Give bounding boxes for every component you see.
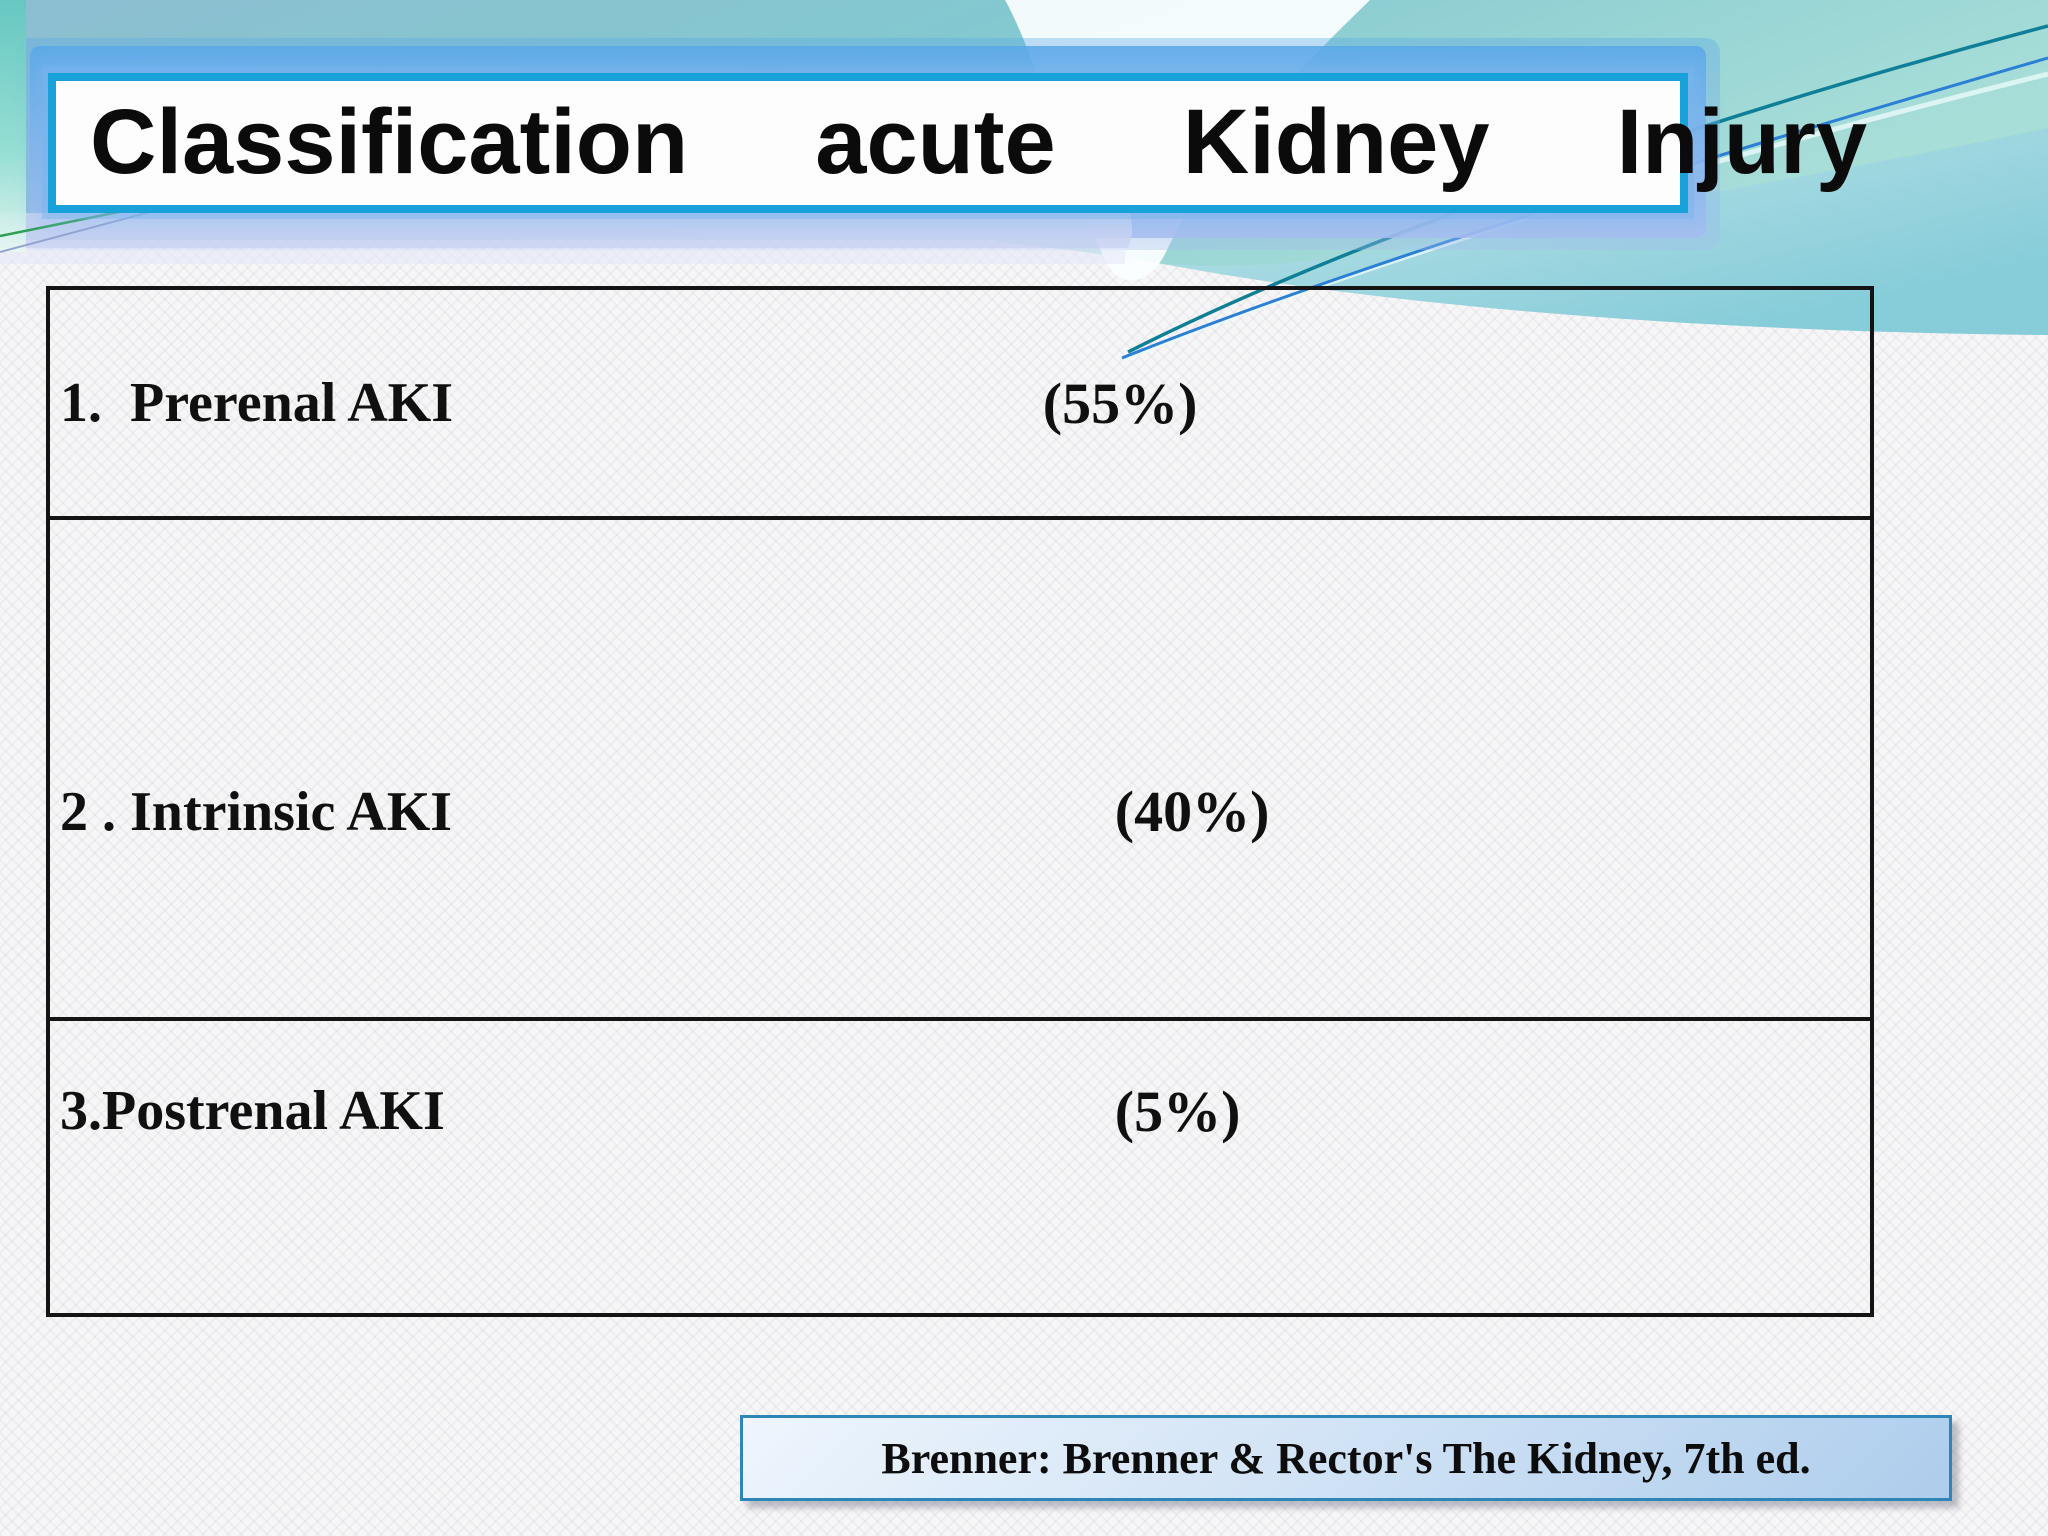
classification-table: 1. Prerenal AKI (55%) 2 . Intrinsic AKI … (46, 286, 1874, 1317)
row-label: 1. Prerenal AKI (60, 372, 454, 434)
table-row-postrenal: 3.Postrenal AKI (5%) (50, 1017, 1870, 1321)
row-percentage: (5%) (1114, 1078, 1241, 1144)
lavender-band (0, 213, 1133, 248)
left-blue-line (0, 211, 151, 253)
row-percentage: (40%) (1114, 779, 1270, 844)
table-row-prerenal: 1. Prerenal AKI (55%) (50, 290, 1870, 516)
slide-title: Classification acute Kidney Injury (90, 91, 1868, 193)
citation-box: Brenner: Brenner & Rector's The Kidney, … (740, 1415, 1952, 1501)
row-label: 2 . Intrinsic AKI (60, 780, 453, 843)
title-box: Classification acute Kidney Injury (48, 73, 1868, 213)
lavender-fade (0, 248, 1125, 264)
row-label: 3.Postrenal AKI (60, 1080, 445, 1142)
table-row-intrinsic: 2 . Intrinsic AKI (40%) (50, 516, 1870, 1017)
citation-text: Brenner: Brenner & Rector's The Kidney, … (881, 1433, 1811, 1483)
left-edge-strip (0, 0, 26, 252)
row-percentage: (55%) (1042, 370, 1198, 436)
